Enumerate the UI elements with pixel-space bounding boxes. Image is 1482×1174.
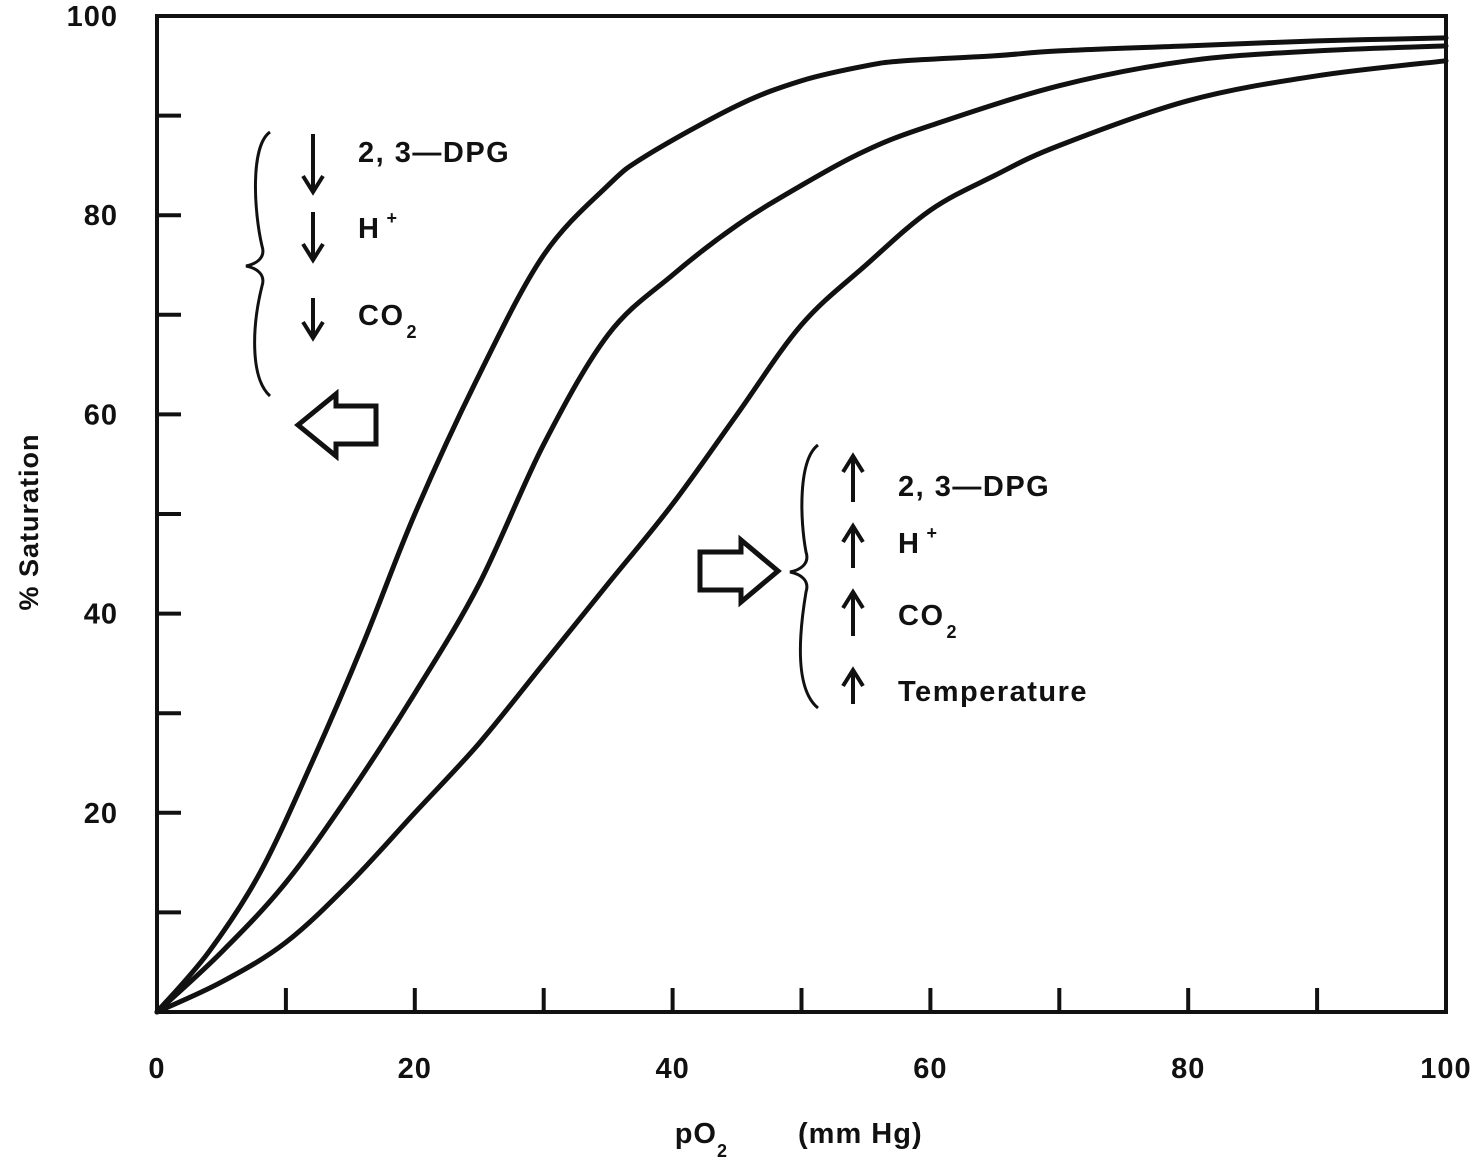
right-factor-row: Temperature — [841, 666, 1088, 708]
x-tick-label: 40 — [655, 1053, 689, 1085]
left-factor-row: 2, 3—DPG — [301, 134, 510, 196]
x-axis-unit: (mm Hg) — [798, 1118, 923, 1150]
left-factor-row: H + — [301, 208, 398, 264]
right-brace — [789, 443, 820, 710]
arrow-up-icon — [841, 588, 865, 636]
y-tick-label: 20 — [84, 798, 118, 830]
left-brace — [245, 130, 272, 398]
factor-label: CO 2 — [358, 300, 418, 342]
curve-line-1 — [154, 35, 1449, 1015]
x-axis-label: pO — [675, 1118, 717, 1150]
arrow-up-icon — [841, 452, 865, 502]
arrow-up-icon — [841, 666, 865, 704]
x-tick-label: 100 — [1420, 1053, 1471, 1085]
factor-label: Temperature — [898, 676, 1088, 708]
factor-label: H + — [898, 523, 938, 560]
x-tick-label: 60 — [913, 1053, 947, 1085]
shift-left-arrow-icon — [294, 388, 379, 462]
x-axis-label-group: pO2 (mm Hg) — [675, 1118, 923, 1161]
factor-label: 2, 3—DPG — [898, 471, 1050, 503]
x-tick-label: 80 — [1171, 1053, 1205, 1085]
curve-line-2 — [154, 43, 1449, 1015]
right-factor-row: H + — [841, 522, 938, 568]
factor-label: 2, 3—DPG — [358, 137, 510, 169]
arrow-down-icon — [301, 134, 325, 196]
x-tick-label: 20 — [398, 1053, 432, 1085]
factor-label: CO 2 — [898, 600, 958, 642]
right-annotation: 2, 3—DPG H + CO 2 Temperature — [697, 443, 1088, 710]
left-annotation: 2, 3—DPG H + CO 2 — [245, 130, 510, 462]
left-factor-row: CO 2 — [301, 298, 418, 342]
curve-line-3 — [154, 58, 1449, 1015]
y-axis-label: % Saturation — [14, 433, 44, 610]
y-tick-label: 80 — [84, 200, 118, 232]
curves — [154, 35, 1449, 1015]
y-tick-label: 40 — [84, 599, 118, 631]
arrow-down-icon — [301, 298, 325, 342]
shift-right-arrow-icon — [697, 534, 782, 608]
factor-label: H + — [358, 208, 398, 245]
y-tick-label: 100 — [67, 1, 118, 33]
right-factor-row: CO 2 — [841, 588, 958, 642]
right-factor-row: 2, 3—DPG — [841, 452, 1050, 503]
x-axis-label-subscript: 2 — [717, 1141, 728, 1161]
svg-text:pO2: pO2 — [675, 1118, 728, 1161]
y-tick-label: 60 — [84, 399, 118, 431]
axes: 0 20 40 60 80 100 20 40 60 80 100 — [67, 1, 1471, 1085]
x-tick-label: 0 — [148, 1053, 165, 1085]
arrow-up-icon — [841, 522, 865, 568]
arrow-down-icon — [301, 212, 325, 264]
